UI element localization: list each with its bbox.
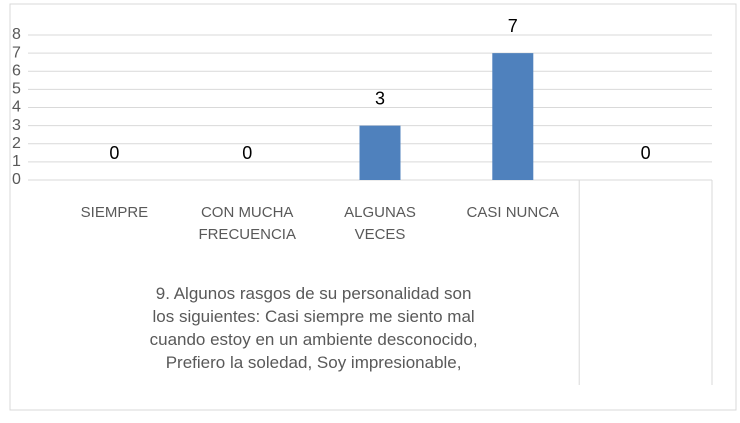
y-tick-label: 5 (12, 81, 21, 98)
chart-border (9, 3, 737, 411)
data-label: 0 (641, 143, 651, 163)
x-tick-label: CASI NUNCA (466, 204, 560, 221)
data-label: 0 (242, 143, 252, 163)
x-axis-label: 9. Algunos rasgos de su personalidad son… (149, 284, 478, 372)
y-tick-label: 8 (12, 26, 21, 43)
y-tick-label: 1 (12, 153, 21, 170)
data-label: 3 (375, 88, 385, 108)
data-label: 0 (109, 143, 119, 163)
y-tick-label: 3 (12, 117, 21, 134)
y-tick-label: 0 (12, 171, 21, 188)
y-tick-label: 4 (12, 99, 21, 116)
data-label: 7 (508, 16, 518, 36)
x-tick-label: CON MUCHA FRECUENCIA (198, 204, 296, 243)
y-tick-label: 7 (12, 44, 21, 61)
x-tick-label: SIEMPRE (80, 204, 149, 221)
y-tick-label: 6 (12, 62, 21, 79)
bar (492, 53, 534, 180)
y-tick-label: 2 (12, 135, 21, 152)
bar (359, 125, 401, 180)
x-tick-label: ALGUNAS VECES (344, 204, 416, 243)
